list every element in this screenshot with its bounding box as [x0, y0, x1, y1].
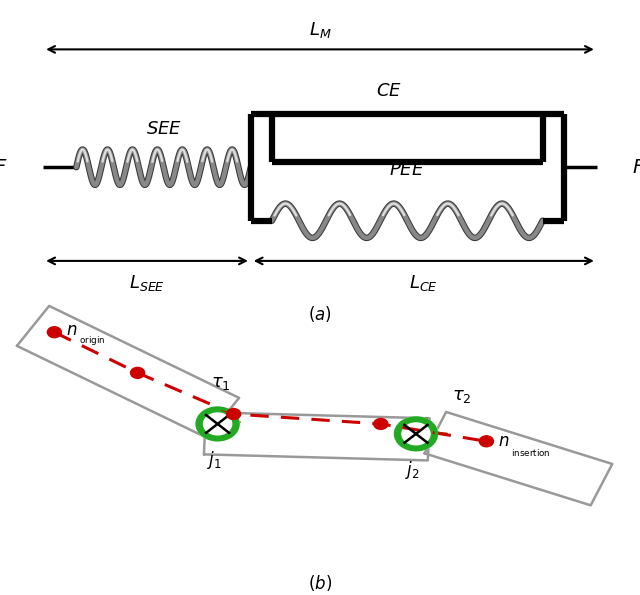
Text: $PEE$: $PEE$	[390, 161, 425, 179]
Text: $(a)$: $(a)$	[308, 305, 332, 324]
Text: $_{\mathrm{insertion}}$: $_{\mathrm{insertion}}$	[511, 445, 550, 458]
Text: $L_M$: $L_M$	[308, 20, 332, 40]
Text: $F$: $F$	[0, 158, 8, 177]
Text: $\tau_2$: $\tau_2$	[452, 387, 472, 405]
Text: $\tau_1$: $\tau_1$	[211, 374, 230, 392]
Circle shape	[197, 408, 238, 440]
Circle shape	[131, 367, 145, 378]
Text: $_{\mathrm{origin}}$: $_{\mathrm{origin}}$	[79, 334, 105, 347]
Text: $(b)$: $(b)$	[308, 572, 332, 593]
Circle shape	[374, 418, 388, 430]
Circle shape	[47, 327, 61, 338]
Text: $j_2$: $j_2$	[405, 459, 420, 481]
Circle shape	[396, 418, 436, 450]
Circle shape	[196, 407, 239, 441]
Text: $j_1$: $j_1$	[207, 449, 222, 471]
Circle shape	[204, 413, 232, 435]
Circle shape	[394, 417, 438, 451]
Text: $L_{SEE}$: $L_{SEE}$	[129, 273, 165, 293]
Text: $n$: $n$	[66, 321, 77, 339]
Circle shape	[402, 423, 430, 445]
Text: $n$: $n$	[498, 433, 509, 450]
Text: $SEE$: $SEE$	[145, 120, 182, 137]
Text: $F$: $F$	[632, 158, 640, 177]
Circle shape	[479, 436, 493, 447]
Circle shape	[227, 409, 241, 419]
Text: $CE$: $CE$	[376, 82, 402, 100]
Text: $L_{CE}$: $L_{CE}$	[410, 273, 438, 293]
